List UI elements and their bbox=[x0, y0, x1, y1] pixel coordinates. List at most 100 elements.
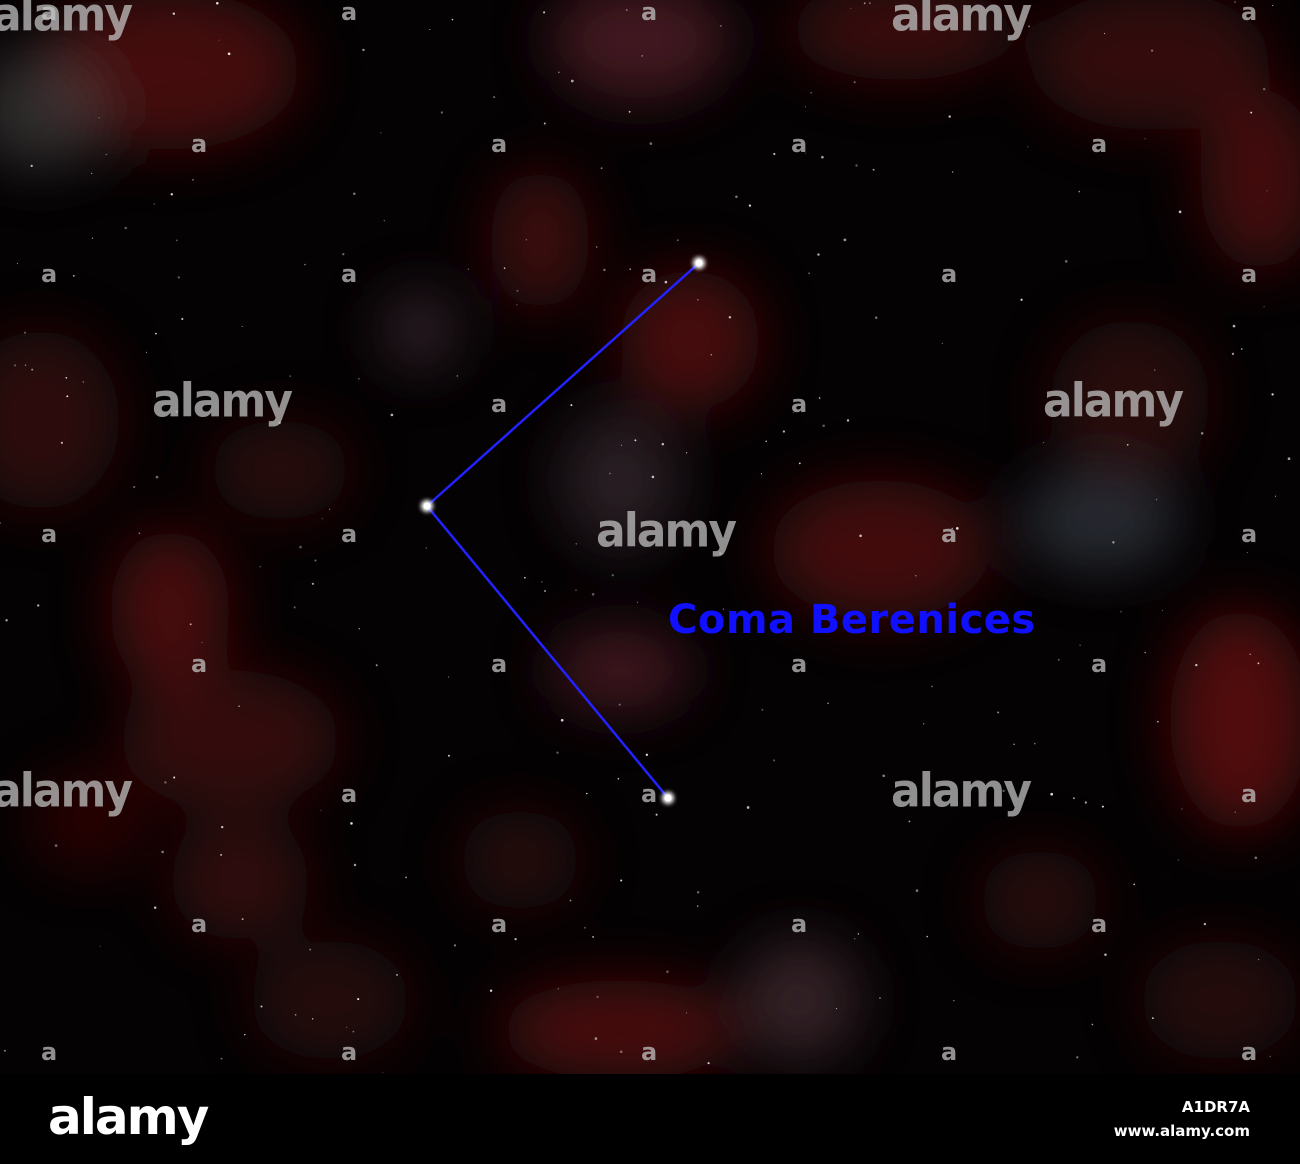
sky-background: alamy alamy alamy alamy alamy alamy alam… bbox=[0, 0, 1300, 1074]
background-star bbox=[170, 193, 174, 196]
background-star bbox=[525, 238, 528, 241]
background-star bbox=[66, 395, 69, 398]
background-star bbox=[241, 918, 244, 921]
background-star bbox=[620, 879, 623, 882]
background-star bbox=[808, 272, 810, 275]
background-star bbox=[696, 890, 700, 894]
background-star bbox=[320, 809, 322, 811]
background-star bbox=[649, 142, 653, 145]
background-star bbox=[664, 280, 668, 284]
watermark-mark: a bbox=[191, 650, 208, 678]
background-star bbox=[948, 115, 951, 118]
watermark-mark: a bbox=[491, 130, 508, 158]
background-star bbox=[1157, 720, 1159, 723]
background-star bbox=[1013, 743, 1015, 745]
background-star bbox=[931, 685, 933, 688]
background-star bbox=[227, 52, 231, 56]
background-star bbox=[98, 117, 100, 119]
background-star bbox=[915, 15, 917, 17]
background-star bbox=[54, 844, 58, 848]
background-star bbox=[138, 532, 141, 535]
background-star bbox=[591, 592, 595, 596]
footer-logo: alamy bbox=[48, 1088, 209, 1146]
background-star bbox=[1042, 442, 1044, 444]
background-star bbox=[661, 442, 665, 446]
background-star bbox=[220, 1057, 223, 1060]
background-star bbox=[192, 179, 194, 181]
watermark-mark: a bbox=[641, 780, 658, 808]
background-star bbox=[177, 276, 180, 279]
watermark-mark: a bbox=[791, 910, 808, 938]
watermark-mark: a bbox=[1241, 520, 1258, 548]
background-star bbox=[857, 933, 860, 935]
background-star bbox=[352, 1030, 355, 1033]
background-star bbox=[923, 723, 925, 725]
background-star bbox=[516, 304, 518, 306]
background-star bbox=[1091, 1023, 1094, 1026]
background-star bbox=[882, 774, 886, 778]
background-star bbox=[822, 424, 825, 427]
background-star bbox=[1155, 498, 1158, 501]
background-star bbox=[1104, 953, 1107, 956]
background-star bbox=[259, 565, 261, 568]
background-star bbox=[72, 274, 75, 277]
background-star bbox=[456, 375, 458, 377]
background-star bbox=[173, 776, 176, 779]
background-star bbox=[617, 777, 620, 780]
background-star bbox=[618, 703, 621, 706]
watermark-mark: a bbox=[491, 390, 508, 418]
background-star bbox=[105, 153, 107, 156]
background-star bbox=[1076, 1056, 1079, 1059]
watermark-mark: a bbox=[341, 260, 358, 288]
background-star bbox=[707, 1062, 710, 1065]
background-star bbox=[655, 813, 658, 816]
background-star bbox=[329, 508, 331, 510]
background-stars bbox=[0, 1, 1291, 1074]
background-star bbox=[380, 132, 382, 134]
watermark-mark: a bbox=[641, 0, 658, 26]
background-star bbox=[879, 997, 881, 999]
star-top bbox=[695, 259, 703, 267]
background-star bbox=[503, 267, 506, 269]
background-star bbox=[603, 268, 606, 272]
watermark-mark: a bbox=[791, 130, 808, 158]
background-star bbox=[626, 9, 628, 11]
watermark-mark: a bbox=[41, 0, 58, 26]
watermark-mark: a bbox=[341, 0, 358, 26]
background-star bbox=[1078, 190, 1081, 193]
background-star bbox=[719, 552, 722, 555]
background-star bbox=[696, 905, 699, 907]
background-star bbox=[99, 945, 101, 947]
watermark-mark: a bbox=[41, 520, 58, 548]
background-star bbox=[855, 164, 858, 167]
watermark-mark: a bbox=[641, 1038, 658, 1066]
watermark-mark: a bbox=[1091, 910, 1108, 938]
background-star bbox=[1084, 801, 1087, 804]
background-star bbox=[697, 298, 699, 301]
background-star bbox=[362, 48, 365, 52]
background-star bbox=[453, 944, 457, 947]
background-star bbox=[1271, 393, 1274, 396]
background-star bbox=[1195, 663, 1198, 667]
background-star bbox=[685, 452, 688, 454]
background-star bbox=[651, 475, 655, 479]
background-star bbox=[951, 527, 953, 530]
background-star bbox=[850, 7, 852, 9]
watermark: alamy bbox=[0, 0, 133, 43]
background-star bbox=[810, 91, 813, 94]
background-star bbox=[722, 608, 725, 610]
watermark: alamy bbox=[596, 504, 737, 559]
background-star bbox=[375, 664, 378, 667]
background-star bbox=[181, 317, 184, 321]
background-star bbox=[596, 246, 598, 248]
background-star bbox=[586, 792, 588, 795]
background-star bbox=[835, 1008, 838, 1010]
background-star bbox=[321, 518, 323, 520]
watermark-mark: a bbox=[941, 1038, 958, 1066]
background-star bbox=[91, 237, 94, 239]
background-star bbox=[1144, 138, 1146, 140]
constellation-line-lower bbox=[426, 505, 669, 799]
background-star bbox=[1104, 32, 1106, 35]
background-star bbox=[425, 547, 427, 549]
background-star bbox=[765, 440, 767, 442]
